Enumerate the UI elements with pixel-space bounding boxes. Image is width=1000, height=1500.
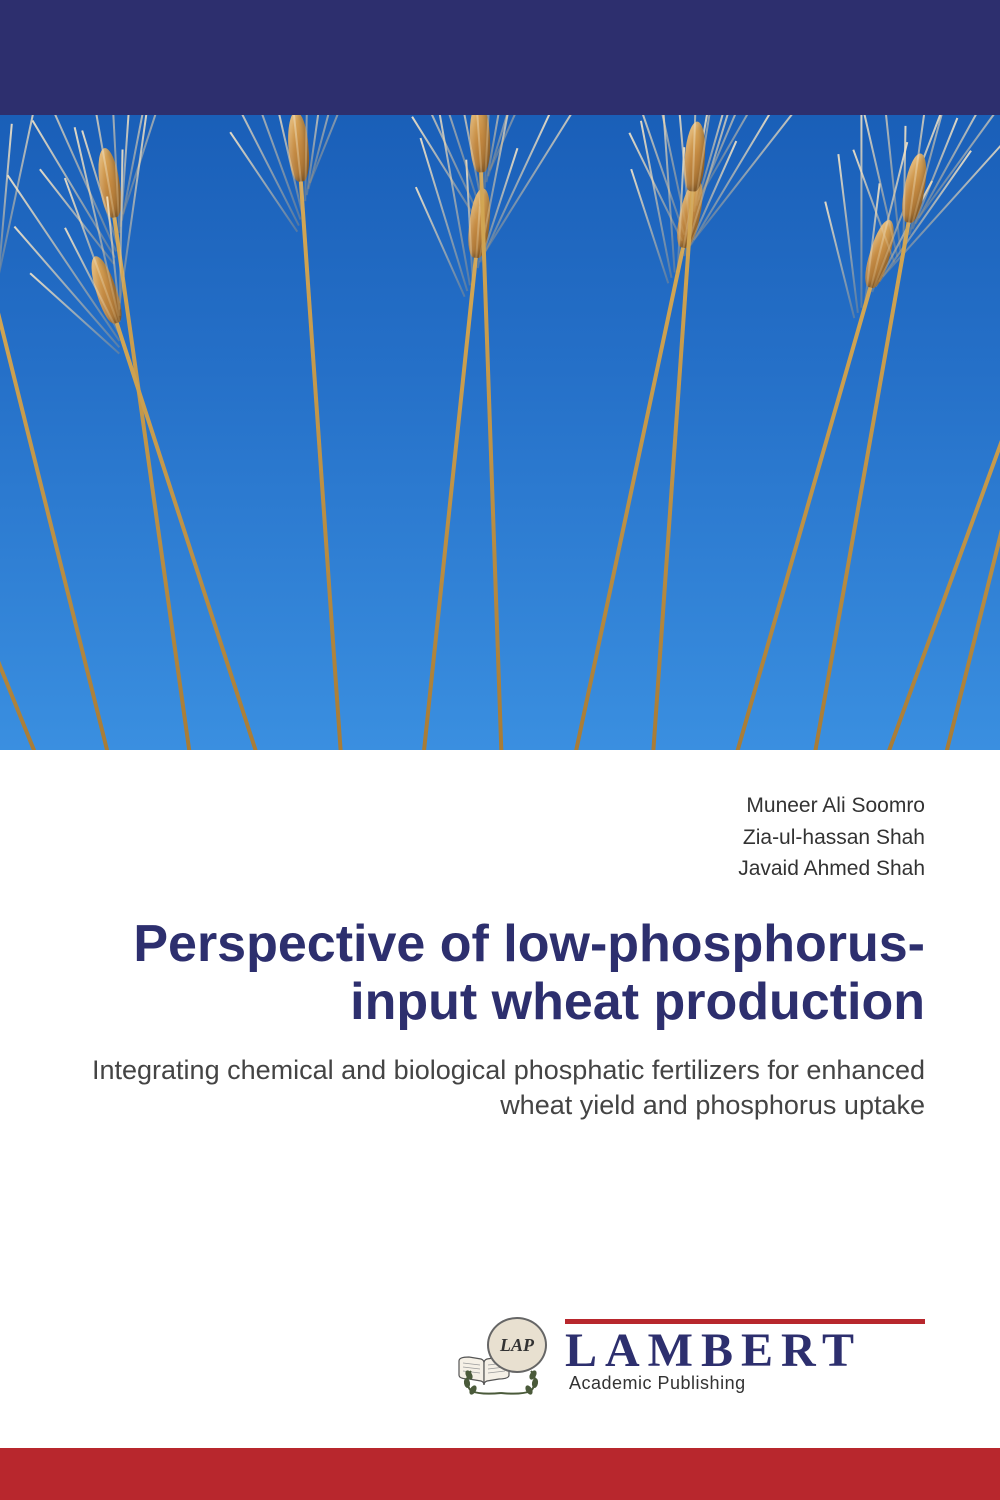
publisher-overline <box>565 1319 925 1324</box>
wheat-stalk <box>650 191 694 750</box>
publisher-text: LAMBERT Academic Publishing <box>565 1319 925 1394</box>
publisher-logo: LAP <box>455 1317 547 1395</box>
wheat-stalk <box>880 328 1000 750</box>
publisher-tagline: Academic Publishing <box>569 1373 925 1394</box>
author-name: Zia-ul-hassan Shah <box>75 822 925 854</box>
book-subtitle: Integrating chemical and biological phos… <box>75 1053 925 1123</box>
wheat-stalk <box>420 253 478 750</box>
wheat-stalk <box>112 313 264 750</box>
wheat-stalk <box>730 279 874 750</box>
lap-badge-text: LAP <box>500 1335 534 1356</box>
publisher-block: LAP LAMBERT Academic Publishing <box>455 1317 925 1395</box>
bottom-color-bar <box>0 1448 1000 1500</box>
wheat-stalk <box>112 215 194 750</box>
laurel-icon <box>461 1369 541 1395</box>
publisher-name: LAMBERT <box>565 1327 925 1375</box>
wheat-stalk <box>0 380 44 750</box>
wheat-awn <box>489 115 572 170</box>
wheat-awn <box>860 115 862 308</box>
wheat-awn <box>307 115 350 189</box>
wheat-awn <box>837 154 858 313</box>
wheat-stalk <box>940 265 1000 750</box>
wheat-stalk <box>299 181 344 750</box>
author-name: Muneer Ali Soomro <box>75 790 925 822</box>
text-content-block: Muneer Ali SoomroZia-ul-hassan ShahJavai… <box>0 750 1000 1123</box>
wheat-stalk <box>0 284 114 750</box>
wheat-awn <box>309 115 385 183</box>
book-title: Perspective of low-phosphorus-input whea… <box>75 915 925 1031</box>
author-name: Javaid Ahmed Shah <box>75 853 925 885</box>
hero-wheat-image <box>0 115 1000 750</box>
wheat-awn <box>630 169 669 284</box>
lap-badge: LAP <box>487 1317 547 1373</box>
authors-list: Muneer Ali SoomroZia-ul-hassan ShahJavai… <box>75 790 925 885</box>
wheat-stalk <box>479 170 504 750</box>
wheat-stalks-layer <box>0 115 1000 750</box>
top-color-bar <box>0 0 1000 115</box>
